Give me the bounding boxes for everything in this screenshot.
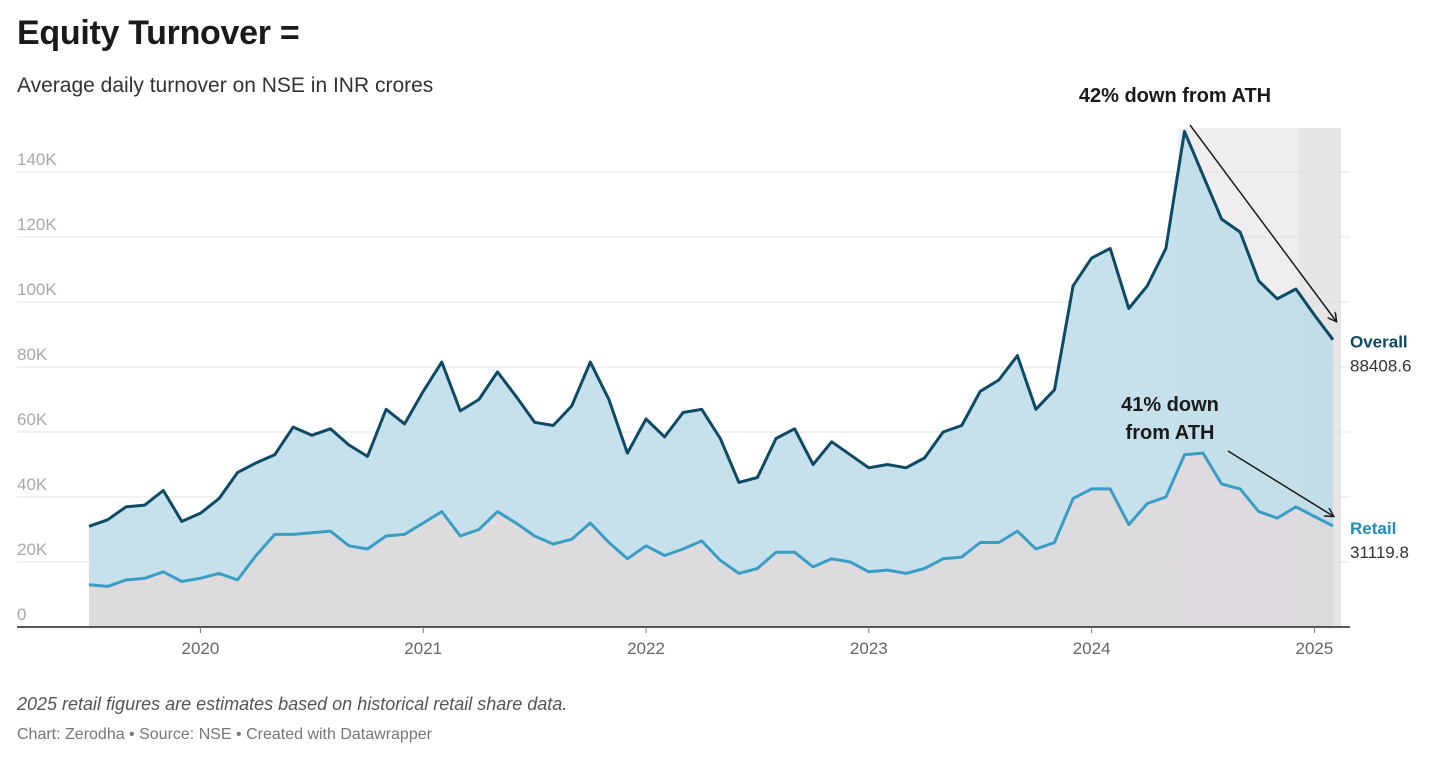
retail-series-label: Retail <box>1350 519 1396 538</box>
x-tick-label: 2023 <box>850 639 888 658</box>
overall-line <box>88 129 1335 528</box>
x-tick-label: 2020 <box>181 639 219 658</box>
retail-end-value: 31119.8 <box>1350 543 1409 562</box>
x-tick-label: 2024 <box>1073 639 1111 658</box>
chart-subtitle: Average daily turnover on NSE in INR cro… <box>17 74 434 97</box>
x-tick-label: 2025 <box>1296 639 1334 658</box>
annotation-retail-line2: from ATH <box>1126 422 1215 444</box>
retail-line <box>88 451 1334 588</box>
y-tick-label: 80K <box>17 345 48 364</box>
x-tick-label: 2021 <box>404 639 442 658</box>
axis-layer: 0 20K 40K 60K 80K 100K 120K 140K 2020 2021 2022 202… <box>17 150 1350 658</box>
annotation-retail-line1: 41% down <box>1121 394 1219 416</box>
y-tick-label: 120K <box>17 215 57 234</box>
annotation-overall-arrow <box>1189 124 1336 321</box>
retail-area <box>89 453 1333 627</box>
chart-credits: Chart: Zerodha • Source: NSE • Created w… <box>17 726 432 743</box>
overall-end-value: 88408.6 <box>1350 357 1411 376</box>
annotation-layer: 42% down from ATH 41% down from ATH <box>1079 85 1336 516</box>
y-tick-label: 0 <box>17 605 26 624</box>
y-tick-label: 100K <box>17 280 57 299</box>
y-tick-label: 40K <box>17 475 48 494</box>
x-tick-label: 2022 <box>627 639 665 658</box>
line-layer <box>88 129 1335 588</box>
y-tick-label: 140K <box>17 150 57 169</box>
annotation-overall: 42% down from ATH <box>1079 85 1271 107</box>
label-layer: Overall 88408.6 Retail 31119.8 <box>1350 333 1411 562</box>
y-tick-label: 60K <box>17 410 48 429</box>
chart-footnote: 2025 retail figures are estimates based … <box>17 694 568 714</box>
overall-series-label: Overall <box>1350 333 1408 352</box>
area-layer <box>89 131 1333 627</box>
annotation-retail-arrow <box>1227 450 1333 516</box>
y-tick-label: 20K <box>17 540 48 559</box>
overall-area <box>89 131 1333 587</box>
chart-title: Equity Turnover = <box>17 14 300 52</box>
